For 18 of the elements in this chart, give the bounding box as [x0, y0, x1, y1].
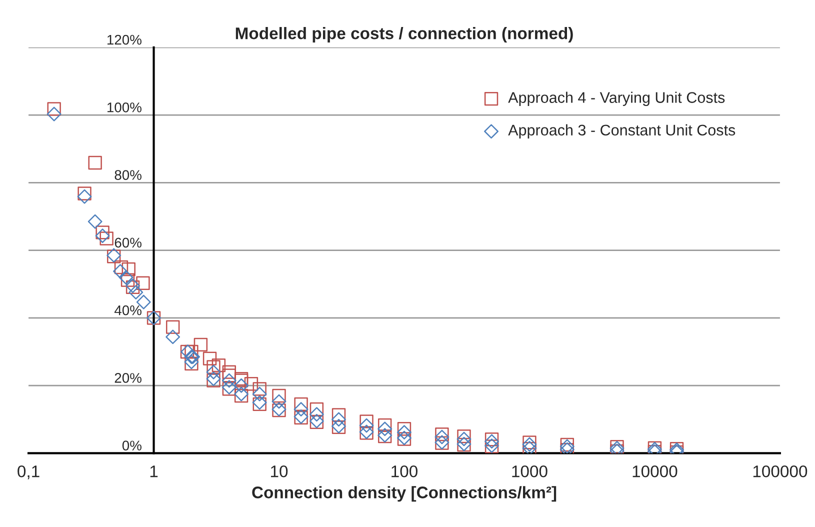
- y-tick-label: 80%: [114, 170, 142, 180]
- x-tick-label: 10: [271, 465, 288, 478]
- x-tick-label: 100000: [753, 465, 808, 478]
- y-tick-label: 40%: [114, 305, 142, 316]
- y-tick-label: 20%: [114, 373, 142, 383]
- x-tick-label: 0,1: [18, 465, 40, 480]
- chart-title: Modelled pipe costs / connection (normed): [236, 27, 573, 43]
- y-tick-label: 60%: [114, 238, 142, 248]
- x-tick-label: 1: [150, 466, 158, 478]
- x-tick-label: 100: [392, 465, 418, 478]
- x-axis-title: Connection density [Connections/km²]: [252, 486, 556, 502]
- y-tick-label: 120%: [107, 34, 142, 45]
- x-tick-label: 1000: [512, 465, 548, 478]
- legend-label: Approach 3 - Constant Unit Costs: [508, 124, 736, 139]
- x-tick-label: 10000: [632, 465, 678, 478]
- y-tick-label: 100%: [107, 102, 142, 112]
- y-tick-label: 0%: [122, 440, 142, 450]
- legend-label: Approach 4 - Varying Unit Costs: [508, 92, 725, 106]
